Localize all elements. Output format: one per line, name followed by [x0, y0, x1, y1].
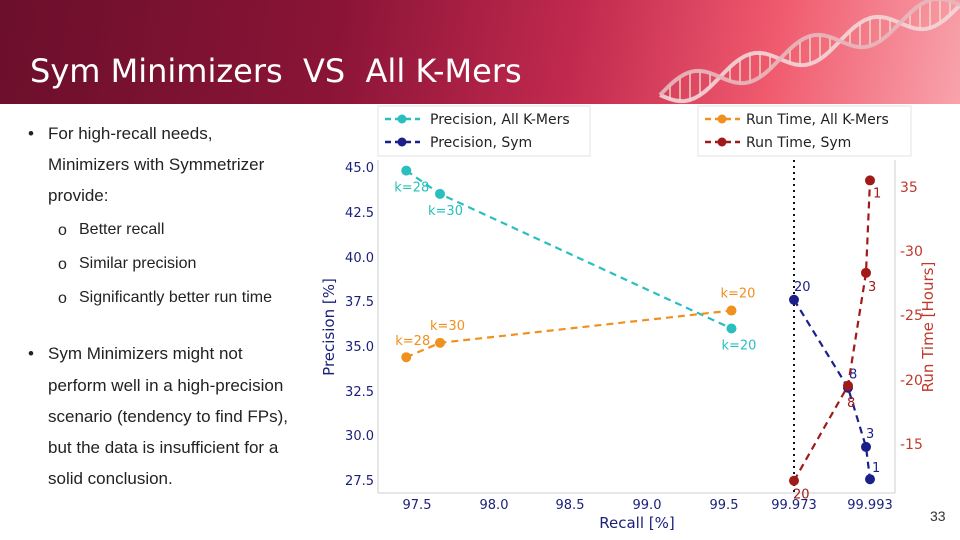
data-point: [401, 165, 412, 176]
point-label: 3: [866, 427, 874, 442]
data-point: [865, 175, 875, 186]
y-tick-label-left: 35.0: [345, 340, 374, 355]
sub-bullet-marker: o: [58, 256, 67, 273]
legend-label: Precision, Sym: [430, 135, 532, 151]
point-label: 1: [872, 461, 880, 476]
legend-left: [377, 105, 591, 157]
x-axis-label: Recall [%]: [599, 514, 674, 532]
legend-marker-cyan: [397, 114, 407, 124]
legend-marker-navy: [397, 137, 407, 147]
point-label: 1: [873, 186, 881, 201]
data-point: [861, 267, 871, 278]
point-label: 8: [847, 396, 855, 411]
point-label: k=20: [720, 287, 755, 302]
bullet-marker: •: [28, 124, 34, 143]
page-number: 33: [930, 508, 946, 524]
point-label: 8: [849, 368, 857, 383]
series-line-3: [793, 180, 872, 482]
y-tick-label-right: -25: [900, 308, 923, 324]
sub-bullet-text: Significantly better run time: [79, 289, 272, 306]
sub-bullet-text: Better recall: [79, 221, 165, 238]
y-tick-label-right: -15: [900, 437, 923, 453]
data-point: [865, 474, 875, 485]
x-tick-label: 99.993: [847, 498, 893, 513]
y-tick-label-left: 30.0: [345, 429, 374, 444]
bullet-text: For high-recall needs,: [48, 124, 213, 143]
data-point: [401, 352, 412, 363]
series-line-0: [405, 169, 732, 330]
data-point: [789, 475, 799, 486]
y-tick-label-left: 27.5: [345, 474, 374, 489]
legend-marker-red: [717, 137, 727, 147]
x-tick-label: 99.0: [633, 498, 662, 513]
x-tick-label: 99.973: [771, 498, 817, 513]
data-point: [789, 294, 799, 305]
y-tick-label-right: -30: [900, 244, 923, 260]
point-label: k=30: [430, 319, 465, 334]
point-label: k=28: [394, 181, 429, 196]
dna-helix-icon: [658, 0, 960, 104]
bullet-text: scenario (tendency to find FPs),: [48, 407, 289, 426]
sub-bullet-marker: o: [58, 222, 67, 239]
data-point: [726, 323, 737, 334]
point-label: 20: [793, 488, 810, 503]
dna-strand: [659, 3, 960, 104]
y-axis-label-left: Precision [%]: [320, 278, 338, 376]
series-line-1: [405, 309, 732, 359]
point-label: k=28: [395, 334, 430, 349]
bullet-text: perform well in a high-precision: [48, 376, 284, 395]
sub-bullet-text: Similar precision: [79, 255, 197, 272]
point-label: 3: [868, 280, 876, 295]
point-label: 20: [794, 280, 811, 295]
legend-right: [697, 105, 912, 157]
legend-marker-orange: [717, 114, 727, 124]
bullet-text: provide:: [48, 186, 109, 205]
x-tick-label: 97.5: [403, 498, 432, 513]
recall-precision-chart: Recall [%] Precision [%] Run Time [Hours…: [320, 105, 937, 532]
point-label: k=20: [721, 338, 756, 353]
bullet-text: but the data is insufficient for a: [48, 438, 279, 457]
point-label: k=30: [428, 204, 463, 219]
legend-label: Run Time, All K-Mers: [746, 112, 889, 128]
bullet-text: Sym Minimizers might not: [48, 344, 243, 363]
y-tick-label-left: 32.5: [345, 385, 374, 400]
y-tick-label-right: 35: [900, 180, 918, 196]
data-point: [435, 188, 446, 199]
x-tick-label: 98.0: [480, 498, 509, 513]
y-tick-label-right: -20: [900, 373, 923, 389]
bullet-marker: •: [28, 344, 34, 363]
bullet-text: Minimizers with Symmetrizer: [48, 155, 265, 174]
legend-label: Precision, All K-Mers: [430, 112, 570, 128]
y-tick-label-left: 42.5: [345, 206, 374, 221]
series-line-2: [793, 299, 872, 480]
title-banner: Sym Minimizers VS All K-Mers: [0, 0, 960, 104]
dna-strand: [658, 0, 960, 97]
y-tick-label-left: 37.5: [345, 295, 374, 310]
x-tick-label: 98.5: [556, 498, 585, 513]
data-point: [843, 380, 853, 391]
y-tick-label-left: 40.0: [345, 251, 374, 266]
y-tick-label-left: 45.0: [345, 161, 374, 176]
legend-label: Run Time, Sym: [746, 135, 851, 151]
data-point: [861, 441, 871, 452]
y-axis-label-right: Run Time [Hours]: [919, 262, 937, 393]
slide-title: Sym Minimizers VS All K-Mers: [30, 52, 522, 90]
sub-bullet-marker: o: [58, 290, 67, 307]
data-point: [726, 305, 737, 316]
bullet-text: solid conclusion.: [48, 469, 173, 488]
data-point: [435, 337, 446, 348]
x-tick-label: 99.5: [710, 498, 739, 513]
